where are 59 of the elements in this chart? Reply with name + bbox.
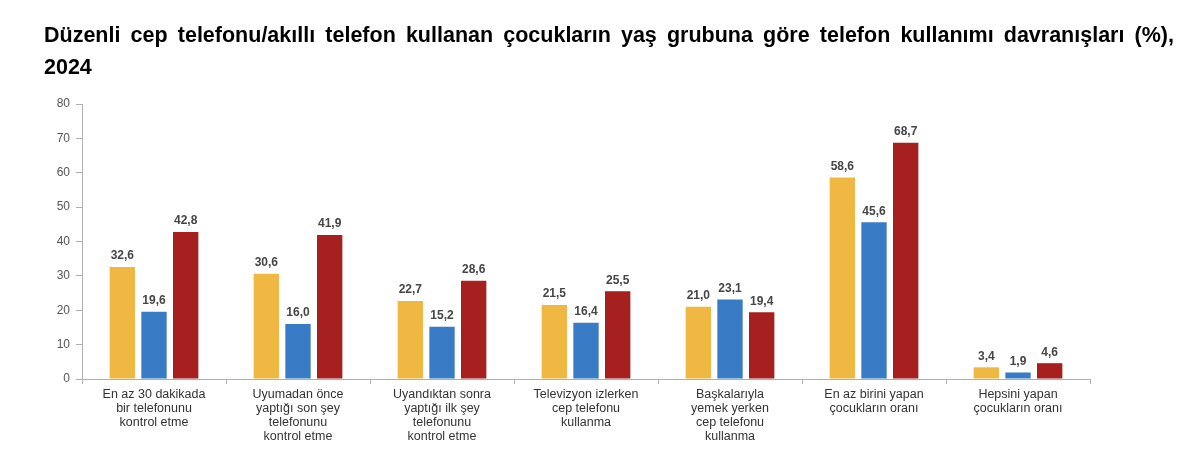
bar [717,299,743,379]
y-tick-label: 70 [56,130,71,145]
bar [573,322,599,379]
bar [285,324,311,379]
data-label: 41,9 [318,216,342,231]
bar [1005,372,1031,379]
data-label: 42,8 [174,213,198,228]
bar [429,326,455,379]
bar [397,300,423,379]
data-label: 4,6 [1041,344,1059,359]
y-tick-label: 10 [56,336,71,351]
x-tick-label: Başkalarıyla yemek yerken cep telefonu kullanma [691,387,769,443]
bar [685,306,711,379]
bar [829,177,855,379]
data-label: 32,6 [110,248,135,263]
bar [1037,363,1063,379]
data-label: 58,6 [830,158,855,173]
x-tick-label: En az birini yapan çocukların oranı [824,387,924,416]
data-label: 30,6 [254,255,279,270]
y-tick-label: 50 [56,199,71,214]
data-label: 25,5 [606,272,630,287]
data-label: 16,4 [574,303,598,318]
y-tick-label: 60 [56,165,71,180]
bar [317,234,343,379]
x-tick-label: En az 30 dakikada bir telefonunu kontrol etme [102,387,206,429]
x-tick-label: Uyandıktan sonra yaptığı ilk şey telefonunu kontrol etme [393,387,492,443]
y-tick-label: 0 [63,371,71,386]
y-tick-label: 20 [56,302,71,317]
data-label: 21,0 [686,288,711,303]
data-label: 16,0 [286,305,310,320]
data-label: 45,6 [862,203,886,218]
bar [141,311,167,379]
data-label: 15,2 [430,308,454,323]
bar [109,266,135,379]
data-label: 68,7 [894,124,918,139]
data-label: 22,7 [398,282,423,297]
bar [173,231,199,379]
y-tick-label: 80 [56,96,71,111]
data-label: 23,1 [718,280,742,295]
data-label: 1,9 [1009,353,1027,368]
bar [461,280,487,379]
bar [541,305,567,379]
y-tick-label: 30 [56,268,71,283]
data-label: 19,6 [142,292,166,307]
data-label: 3,4 [977,348,995,363]
bar [893,142,919,379]
y-tick-label: 40 [56,233,71,248]
data-label: 21,5 [542,286,567,301]
bar [973,367,999,379]
x-tick-label: Uyumadan önce yaptığı son şey telefonunu kontrol etme [252,387,344,443]
chart-title: Düzenli cep telefonu/akıllı telefon kullanan çocukların yaş grubuna göre telefon kullanımı davranışları (%), 2024 [44,22,1174,81]
bar [749,312,775,379]
bar [861,222,887,379]
bar [605,291,631,379]
data-label: 28,6 [462,262,486,276]
data-label: 19,4 [750,293,774,308]
bar [253,273,279,379]
x-tick-label: Hepsini yapan çocukların oranı [973,387,1063,416]
x-tick-label: Televizyon izlerken cep telefonu kullanma [533,387,639,429]
